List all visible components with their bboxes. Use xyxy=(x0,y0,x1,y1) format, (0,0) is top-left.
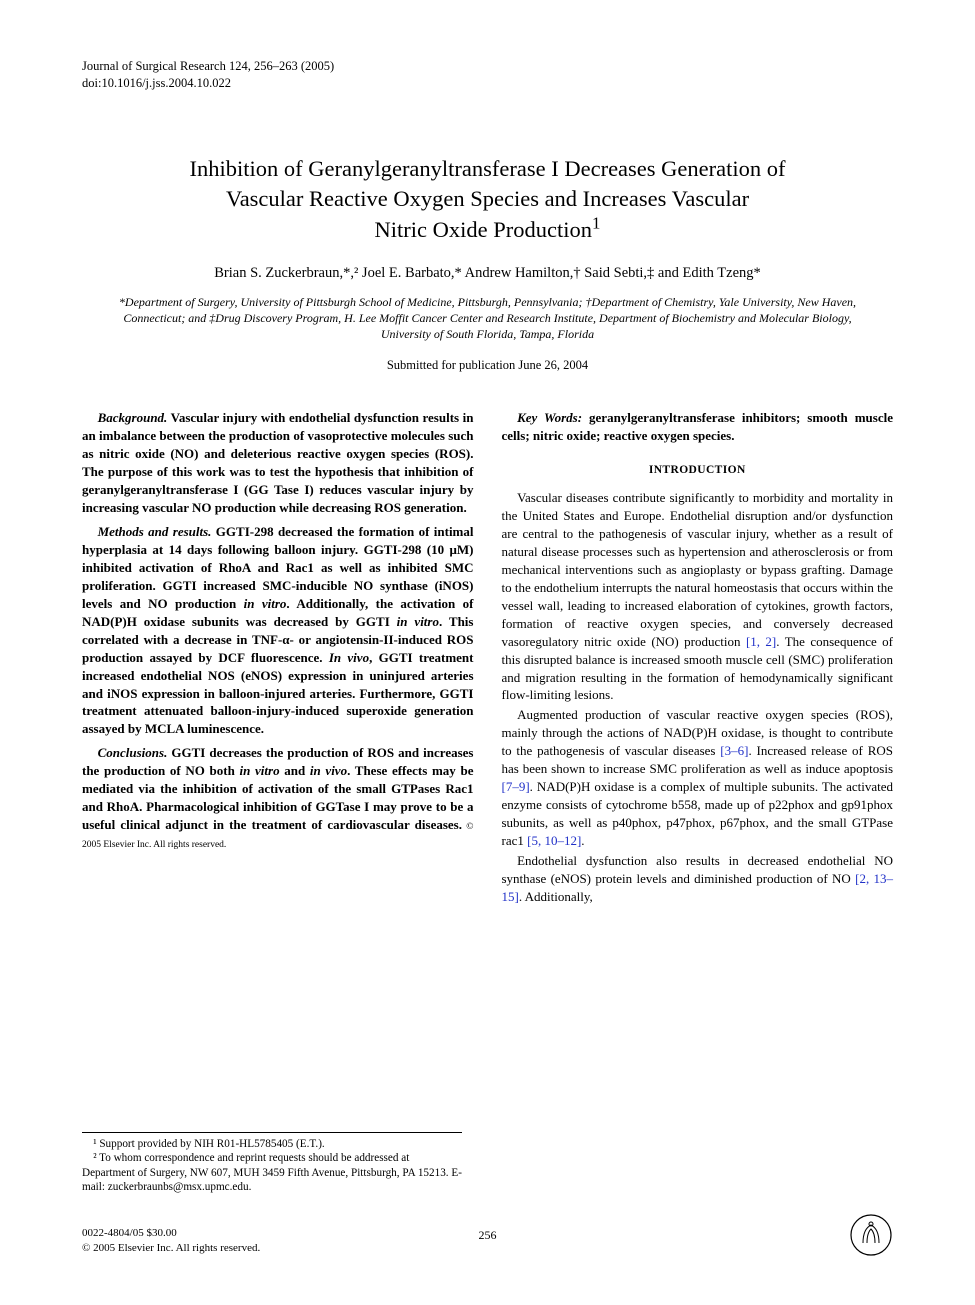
title-footnote-marker: 1 xyxy=(592,213,600,232)
invitro-2: in vitro xyxy=(397,614,439,629)
intro-paragraph-1: Vascular diseases contribute significant… xyxy=(502,489,894,704)
publisher-logo-icon xyxy=(849,1213,893,1257)
invitro-1: in vitro xyxy=(244,596,287,611)
invitro-3: in vitro xyxy=(240,763,280,778)
abstract-conclusions: Conclusions. GGTI decreases the producti… xyxy=(82,744,474,852)
page-number: 256 xyxy=(479,1228,497,1243)
article-title: Inhibition of Geranylgeranyltransferase … xyxy=(102,154,873,245)
footnotes: ¹ Support provided by NIH R01-HL5785405 … xyxy=(82,1132,462,1195)
invivo-2: in vivo xyxy=(310,763,347,778)
conclusions-text-b: and xyxy=(280,763,310,778)
intro-p3-a: Endothelial dysfunction also results in … xyxy=(502,853,894,886)
background-text: Vascular injury with endothelial dysfunc… xyxy=(82,410,474,515)
ref-link-3-6[interactable]: [3–6] xyxy=(720,743,748,758)
title-line-2: Vascular Reactive Oxygen Species and Inc… xyxy=(226,186,749,211)
intro-p3-b: . Additionally, xyxy=(519,889,593,904)
intro-paragraph-3: Endothelial dysfunction also results in … xyxy=(502,852,894,906)
abstract-methods: Methods and results. GGTI-298 decreased … xyxy=(82,523,474,738)
footnote-1: ¹ Support provided by NIH R01-HL5785405 … xyxy=(82,1137,462,1152)
methods-text-m: M xyxy=(457,542,469,557)
footnote-2: ² To whom correspondence and reprint req… xyxy=(82,1151,462,1195)
author-list: Brian S. Zuckerbraun,*,² Joel E. Barbato… xyxy=(82,265,893,282)
ref-link-5-10-12[interactable]: [5, 10–12] xyxy=(527,833,581,848)
right-column: Key Words: geranylgeranyltransferase inh… xyxy=(502,409,894,907)
conclusions-label: Conclusions. xyxy=(98,745,168,760)
journal-header: Journal of Surgical Research 124, 256–26… xyxy=(82,58,893,92)
two-column-body: Background. Vascular injury with endothe… xyxy=(82,409,893,907)
title-line-1: Inhibition of Geranylgeranyltransferase … xyxy=(190,156,786,181)
journal-line: Journal of Surgical Research 124, 256–26… xyxy=(82,58,893,75)
left-column: Background. Vascular injury with endothe… xyxy=(82,409,474,907)
submitted-date: Submitted for publication June 26, 2004 xyxy=(82,358,893,373)
title-line-3: Nitric Oxide Production xyxy=(375,217,592,242)
keywords: Key Words: geranylgeranyltransferase inh… xyxy=(502,409,894,445)
background-label: Background. xyxy=(98,410,168,425)
intro-p2-d: . xyxy=(581,833,584,848)
introduction-heading: INTRODUCTION xyxy=(502,463,894,479)
intro-p1-a: Vascular diseases contribute significant… xyxy=(502,490,894,649)
doi-line: doi:10.1016/j.jss.2004.10.022 xyxy=(82,75,893,92)
abstract-background: Background. Vascular injury with endothe… xyxy=(82,409,474,517)
keywords-label: Key Words: xyxy=(517,410,582,425)
invivo-1: In vivo xyxy=(329,650,369,665)
intro-paragraph-2: Augmented production of vascular reactiv… xyxy=(502,706,894,850)
ref-link-1-2[interactable]: [1, 2] xyxy=(746,634,776,649)
ref-link-7-9[interactable]: [7–9] xyxy=(502,779,530,794)
affiliations: *Department of Surgery, University of Pi… xyxy=(112,294,863,343)
methods-label: Methods and results. xyxy=(98,524,212,539)
